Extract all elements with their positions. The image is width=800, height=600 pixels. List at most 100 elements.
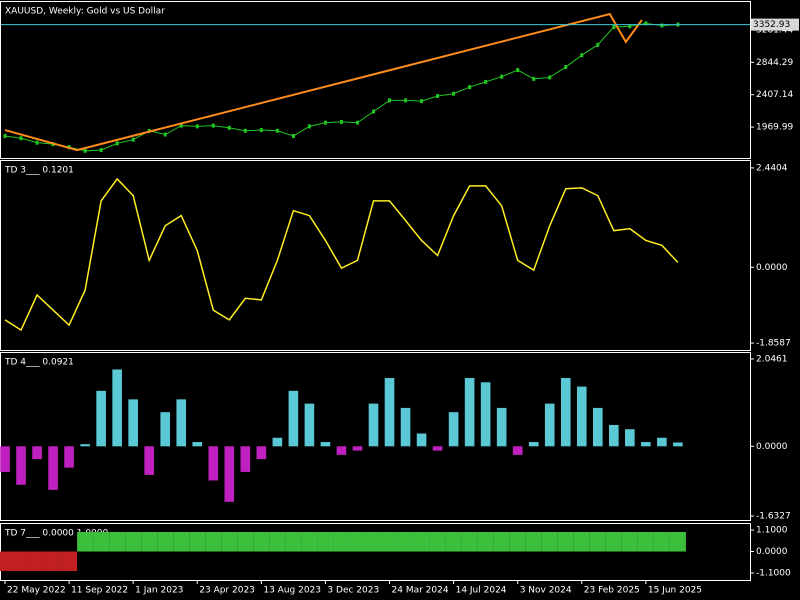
- histogram-bar: [560, 378, 571, 447]
- price-bar: [179, 123, 183, 128]
- histogram-bar: [301, 532, 318, 552]
- zigzag-line: [4, 12, 643, 152]
- price-bar: [3, 133, 7, 138]
- histogram-bar: [480, 382, 491, 447]
- price-bar: [371, 109, 375, 114]
- price-bar: [404, 98, 408, 103]
- histogram-bar: [673, 442, 683, 447]
- histogram-bar: [653, 532, 670, 552]
- histogram-bar: [272, 437, 283, 447]
- histogram-bar: [112, 369, 122, 447]
- y-tick-label: 1.1000: [756, 526, 788, 536]
- histogram-bar: [96, 390, 106, 447]
- histogram-bar: [413, 532, 430, 552]
- histogram-bar: [384, 378, 395, 447]
- price-bar: [516, 68, 520, 73]
- histogram-bar: [64, 446, 74, 468]
- histogram-bar: [573, 532, 590, 552]
- x-tick-label: 3 Nov 2024: [520, 586, 572, 596]
- price-bar: [468, 85, 472, 90]
- histogram-bar: [45, 551, 62, 572]
- histogram-bar: [657, 437, 667, 447]
- histogram-bar: [240, 446, 251, 472]
- histogram-bar: [557, 532, 574, 552]
- x-tick-label: 1 Jan 2023: [135, 586, 183, 596]
- histogram-bar: [464, 378, 475, 447]
- x-tick-label: 23 Apr 2023: [199, 586, 255, 596]
- histogram-bar: [528, 442, 539, 447]
- price-line: [4, 177, 679, 332]
- price-bar: [275, 128, 279, 133]
- histogram-bar: [256, 446, 267, 460]
- price-bar: [580, 53, 584, 58]
- histogram-bar: [317, 532, 334, 552]
- histogram-bar: [509, 532, 526, 552]
- panel-frame: [0, 1, 751, 159]
- price-bar: [83, 148, 87, 153]
- histogram-bar: [461, 532, 478, 552]
- panel-frame: [0, 352, 751, 521]
- price-bar: [596, 42, 600, 47]
- price-bar: [307, 124, 311, 129]
- histogram-bar: [93, 532, 110, 552]
- y-tick-label: 1969.99: [756, 123, 793, 133]
- price-line: [4, 22, 678, 152]
- histogram-bar: [16, 446, 26, 485]
- last-price-label: 3352.93: [753, 20, 790, 30]
- price-bar: [532, 76, 536, 81]
- histogram-bar: [592, 407, 603, 447]
- histogram-bar: [176, 399, 187, 447]
- price-bar: [227, 125, 231, 130]
- histogram-bar: [493, 532, 510, 552]
- histogram-bar: [445, 532, 462, 552]
- price-bar: [660, 23, 664, 28]
- price-bar: [131, 137, 135, 142]
- histogram-bar: [48, 446, 58, 490]
- price-bar: [452, 91, 456, 96]
- price-bar: [323, 120, 327, 125]
- price-bar: [388, 98, 392, 103]
- y-tick-label: 0.0000: [756, 547, 788, 557]
- histogram-bar: [288, 390, 299, 447]
- x-tick-label: 24 Mar 2024: [392, 586, 449, 596]
- y-tick-label: 2844.29: [756, 58, 793, 68]
- price-bar: [339, 119, 343, 124]
- x-tick-label: 11 Sep 2022: [71, 586, 128, 596]
- histogram-bar: [416, 433, 427, 447]
- price-bar: [628, 24, 632, 29]
- histogram-bar: [269, 532, 286, 552]
- price-bar: [420, 99, 424, 104]
- y-tick-label: 0.0000: [756, 263, 788, 273]
- price-bar: [548, 75, 552, 80]
- histogram-bar: [525, 532, 542, 552]
- histogram-bar: [189, 532, 206, 552]
- x-tick-label: 13 Aug 2023: [263, 586, 321, 596]
- histogram-bar: [477, 532, 494, 552]
- panel-title: TD 4___ 0.0921: [4, 358, 74, 368]
- histogram-bar: [221, 532, 238, 552]
- histogram-bar: [32, 446, 42, 460]
- histogram-bar: [589, 532, 606, 552]
- histogram-bar: [141, 532, 158, 552]
- histogram-bar: [429, 532, 446, 552]
- histogram-bar: [237, 532, 254, 552]
- y-tick-label: 2407.14: [756, 90, 793, 100]
- histogram-bar: [621, 532, 638, 552]
- frames: [0, 1, 751, 581]
- histogram-bar: [400, 407, 411, 447]
- x-tick-label: 14 Jul 2024: [456, 586, 507, 596]
- histogram-bar: [448, 412, 459, 447]
- price-bar: [644, 21, 648, 26]
- histogram-bar: [496, 407, 507, 447]
- price-bar: [564, 65, 568, 70]
- histogram-bar: [80, 444, 90, 447]
- histogram-bar: [285, 532, 302, 552]
- price-bar: [484, 79, 488, 84]
- histogram-bar: [669, 532, 686, 552]
- price-bar: [163, 132, 167, 137]
- panel-title: TD 3___ 0.1201: [4, 166, 74, 176]
- price-bar: [291, 133, 295, 138]
- histogram-bar: [320, 442, 331, 447]
- histogram-bar: [397, 532, 414, 552]
